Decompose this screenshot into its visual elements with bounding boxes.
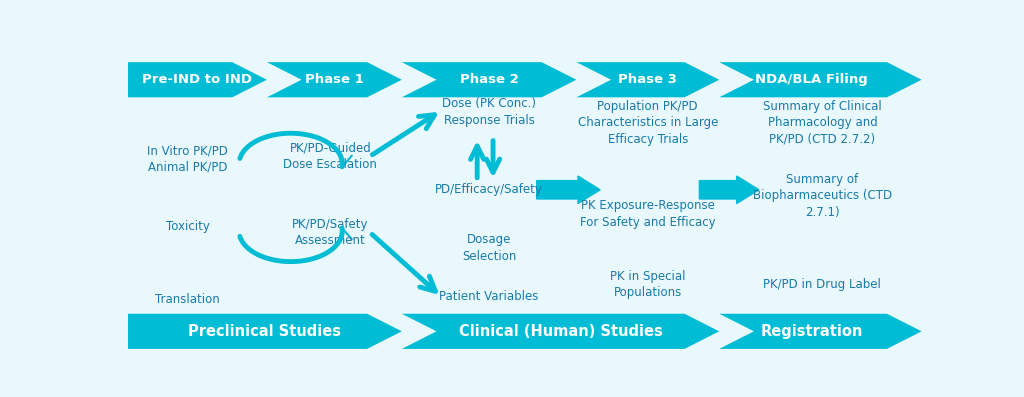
Text: Summary of
Biopharmaceutics (CTD
2.7.1): Summary of Biopharmaceutics (CTD 2.7.1)	[753, 173, 892, 219]
Text: In Vitro PK/PD
Animal PK/PD: In Vitro PK/PD Animal PK/PD	[147, 145, 228, 174]
Text: PK/PD/Safety
Assessment: PK/PD/Safety Assessment	[292, 218, 369, 247]
Text: PD/Efficacy/Safety: PD/Efficacy/Safety	[435, 183, 543, 196]
Polygon shape	[719, 314, 922, 349]
Text: Translation: Translation	[156, 293, 220, 306]
FancyArrow shape	[537, 176, 600, 204]
Polygon shape	[128, 314, 401, 349]
Polygon shape	[401, 314, 719, 349]
Text: Phase 2: Phase 2	[460, 73, 518, 86]
Polygon shape	[719, 62, 922, 97]
Text: PK/PD in Drug Label: PK/PD in Drug Label	[764, 278, 882, 291]
Text: PK/PD-Guided
Dose Escalation: PK/PD-Guided Dose Escalation	[284, 141, 377, 171]
Text: PK in Special
Populations: PK in Special Populations	[610, 270, 685, 299]
Text: Phase 1: Phase 1	[305, 73, 364, 86]
Polygon shape	[577, 62, 719, 97]
Text: NDA/BLA Filing: NDA/BLA Filing	[756, 73, 868, 86]
Polygon shape	[267, 62, 401, 97]
Polygon shape	[128, 62, 267, 97]
Text: Summary of Clinical
Pharmacology and
PK/PD (CTD 2.7.2): Summary of Clinical Pharmacology and PK/…	[763, 100, 882, 146]
Text: Patient Variables: Patient Variables	[439, 290, 539, 303]
Text: Population PK/PD
Characteristics in Large
Efficacy Trials: Population PK/PD Characteristics in Larg…	[578, 100, 718, 146]
FancyArrow shape	[699, 176, 759, 204]
Text: Clinical (Human) Studies: Clinical (Human) Studies	[459, 324, 663, 339]
Text: Toxicity: Toxicity	[166, 220, 210, 233]
Text: Pre-IND to IND: Pre-IND to IND	[142, 73, 253, 86]
Text: Dose (PK Conc.)
Response Trials: Dose (PK Conc.) Response Trials	[442, 97, 537, 127]
Text: Preclinical Studies: Preclinical Studies	[188, 324, 341, 339]
Text: PK Exposure-Response
For Safety and Efficacy: PK Exposure-Response For Safety and Effi…	[580, 199, 716, 229]
Text: Dosage
Selection: Dosage Selection	[462, 233, 516, 263]
Text: Registration: Registration	[761, 324, 863, 339]
Polygon shape	[401, 62, 577, 97]
Text: Phase 3: Phase 3	[618, 73, 677, 86]
